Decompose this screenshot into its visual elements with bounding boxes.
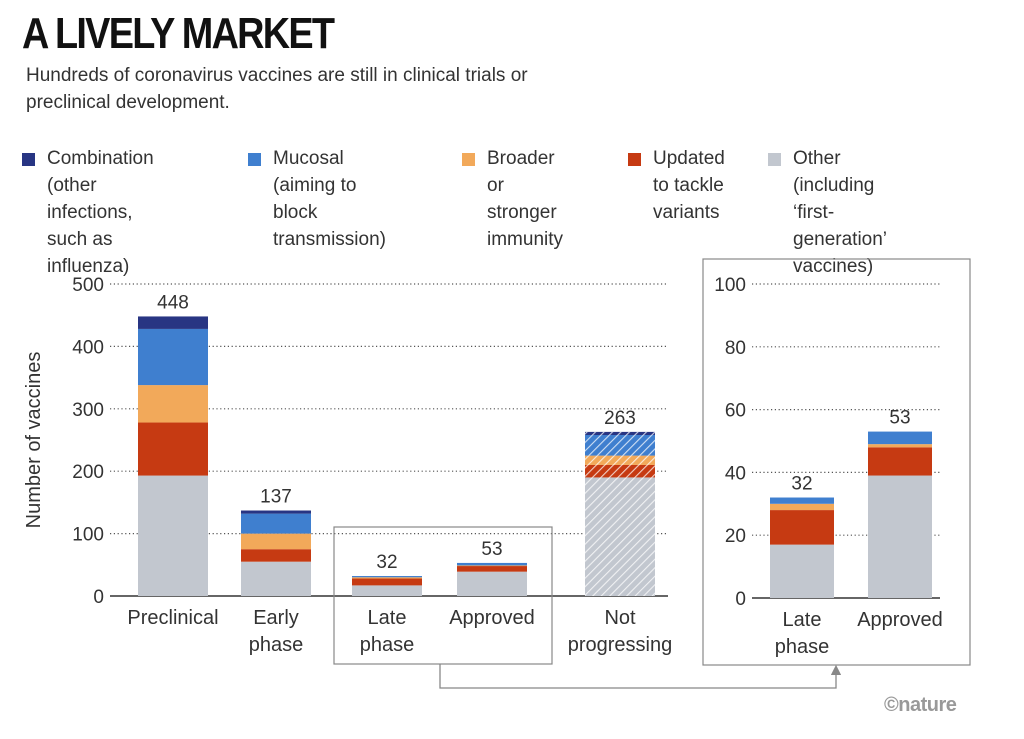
bar-hatch-overlay [585,477,655,596]
highlight-box [333,526,553,665]
y-tick-label: 20 [725,526,746,547]
bar-segment-late-phase-broader [770,503,834,511]
total-label-approved: 53 [481,539,502,560]
bar-segment-late-phase-updated [770,510,834,545]
main-chart: 0 100 200 300 400 500 448 Preclinical 137 Early ph… [23,275,672,656]
legend: Combination (other infections, such as i… [22,145,1002,277]
bar-segment-early-phase-mucosal [241,513,311,534]
legend-label-mucosal: Mucosal (aiming to block transmission) [273,148,386,250]
y-tick-label: 200 [72,462,104,483]
total-label-late-phase: 32 [791,474,812,495]
category-label-late-phase: Late phase [775,609,830,658]
bar-segment-approved-broader [868,444,932,448]
bar-segment-early-phase-broader [241,533,311,550]
chart-subtitle: Hundreds of coronavirus vaccines are sti… [26,65,528,113]
bar-segment-approved-updated [868,447,932,476]
y-tick-label: 300 [72,400,104,421]
category-label-late-phase: Late phase [360,607,415,656]
y-tick-label: 80 [725,338,746,359]
legend-swatch-broader [462,153,475,166]
bar-segment-approved-other [457,571,527,596]
nature-credit: ©nature [884,694,957,716]
y-tick-label: 60 [725,401,746,422]
connector-arrow [439,664,842,689]
bar-segment-approved-mucosal [868,431,932,445]
bar-segment-early-phase-combination [241,510,311,514]
bar-segment-preclinical-updated [138,422,208,476]
category-label-approved: Approved [449,607,535,629]
legend-swatch-other [768,153,781,166]
bar-segment-late-phase-other [770,544,834,598]
total-label-preclinical: 448 [157,292,189,313]
bar-hatch-overlay [585,464,655,478]
bar-segment-late-phase-broader [352,577,422,579]
legend-swatch-updated [628,153,641,166]
y-axis-label: Number of vaccines [23,352,45,529]
bar-segment-preclinical-other [138,475,208,596]
category-label-early-phase: Early phase [249,607,304,656]
bar-hatch-overlay [585,431,655,436]
inset-chart: 0 20 40 60 80 100 32 Late phase 53 Approved [714,275,943,658]
category-label-preclinical: Preclinical [127,607,218,629]
bar-segment-preclinical-combination [138,316,208,329]
bar-segment-early-phase-other [241,561,311,596]
bar-segment-preclinical-broader [138,385,208,423]
bar-segment-late-phase-mucosal [352,576,422,578]
total-label-approved: 53 [889,408,910,429]
bar-hatch-overlay [585,455,655,465]
y-tick-label: 100 [72,525,104,546]
y-tick-label: 0 [735,589,746,610]
legend-label-other: Other (including ‘first-generation’ vacc… [793,148,888,277]
legend-swatch-mucosal [248,153,261,166]
legend-label-broader: Broader or stronger immunity [487,148,564,250]
category-label-not-progressing: Not progressing [568,607,673,656]
bar-hatch-overlay [585,435,655,456]
y-tick-label: 40 [725,463,746,484]
bar-segment-approved-broader [457,565,527,567]
y-tick-label: 500 [72,275,104,296]
category-label-approved: Approved [857,609,943,631]
bar-segment-approved-updated [457,566,527,572]
bar-segment-early-phase-updated [241,549,311,562]
total-label-not-progressing: 263 [604,408,636,429]
y-tick-label: 400 [72,337,104,358]
legend-label-updated: Updated to tackle variants [653,148,725,223]
bar-segment-late-phase-other [352,585,422,596]
bar-segment-preclinical-mucosal [138,328,208,386]
total-label-late-phase: 32 [376,552,397,573]
y-tick-label: 0 [93,587,104,608]
total-label-early-phase: 137 [260,487,292,508]
y-tick-label: 100 [714,275,746,296]
bar-segment-late-phase-updated [352,578,422,586]
bar-segment-approved-other [868,475,932,598]
bar-segment-approved-mucosal [457,562,527,566]
legend-swatch-combination [22,153,35,166]
chart-title: A LIVELY MARKET [22,9,335,58]
legend-label-combination: Combination (other infections, such as i… [47,148,154,277]
bar-segment-late-phase-mucosal [770,497,834,504]
